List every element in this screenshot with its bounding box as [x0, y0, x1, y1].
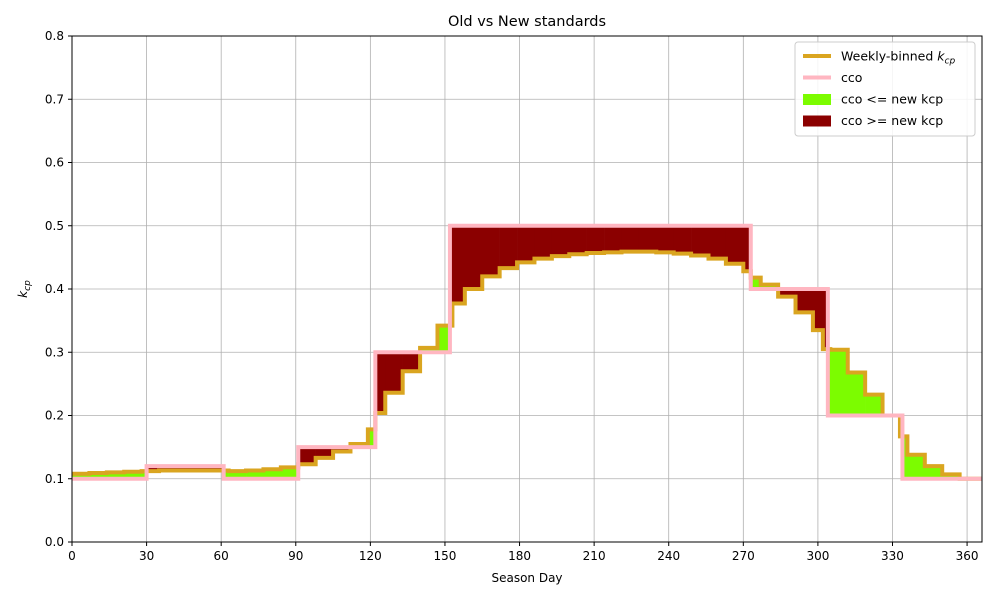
- legend: Weekly-binned kcp cco cco <= new kcp cco >=…: [794, 41, 976, 137]
- fill-cco-ge-new-kcp: [534, 225, 553, 259]
- axis-layer: 0 30 60 90 120 150 180 210 240 270 300 330 360 0.0 0.1…: [45, 29, 983, 563]
- fill-cco-ge-new-kcp: [146, 466, 160, 472]
- fill-cco-le-new-kcp: [89, 473, 108, 479]
- fill-cco-le-new-kcp: [907, 454, 926, 479]
- legend-label-fill_ge: cco >= new kcp: [841, 113, 943, 128]
- y-tick-label: 0.7: [45, 92, 64, 106]
- fill-cco-le-new-kcp: [223, 470, 229, 479]
- x-tick-label: 30: [139, 549, 154, 563]
- fill-cco-le-new-kcp: [924, 466, 943, 479]
- fill-cco-ge-new-kcp: [176, 466, 195, 471]
- fill-cco-le-new-kcp: [847, 372, 866, 416]
- y-tick-label: 0.0: [45, 535, 64, 549]
- fill-cco-le-new-kcp: [942, 474, 960, 479]
- fill-cco-ge-new-kcp: [708, 225, 727, 259]
- fill-cco-le-new-kcp: [280, 467, 299, 479]
- fill-cco-ge-new-kcp: [193, 466, 212, 471]
- fill-cco-ge-new-kcp: [691, 225, 709, 256]
- fill-cco-ge-new-kcp: [795, 289, 814, 313]
- fill-cco-ge-new-kcp: [464, 225, 483, 289]
- fill-cco-ge-new-kcp: [822, 289, 829, 350]
- fill-cco-ge-new-kcp: [569, 225, 587, 255]
- series-line-weekly-binned-kcp: [72, 249, 982, 481]
- fill-cco-le-new-kcp: [437, 325, 451, 353]
- fill-cco-ge-new-kcp: [743, 225, 752, 272]
- fill-cco-ge-new-kcp: [656, 225, 674, 253]
- fill-cco-ge-new-kcp: [499, 225, 518, 269]
- x-tick-label: 300: [806, 549, 829, 563]
- fill-cco-ge-new-kcp: [778, 289, 796, 297]
- legend-label-fill_le: cco <= new kcp: [841, 92, 943, 107]
- fill-cco-le-new-kcp: [106, 472, 125, 479]
- x-tick-label: 180: [508, 549, 531, 563]
- x-tick-label: 210: [583, 549, 606, 563]
- legend-patch-fill_ge: [803, 115, 831, 127]
- x-tick-label: 330: [881, 549, 904, 563]
- fill-cco-le-new-kcp: [141, 471, 147, 479]
- fill-cco-ge-new-kcp: [159, 466, 177, 471]
- legend-label-weekly: Weekly-binned kcp: [841, 49, 955, 67]
- fill-cco-le-new-kcp: [367, 429, 376, 448]
- fill-cco-ge-new-kcp: [315, 447, 334, 458]
- fill-layer: [72, 225, 960, 479]
- y-tick-label: 0.6: [45, 156, 64, 170]
- x-tick-label: 60: [214, 549, 229, 563]
- fill-cco-ge-new-kcp: [333, 447, 351, 452]
- line-layer: [72, 223, 982, 481]
- y-tick-label: 0.5: [45, 219, 64, 233]
- fill-cco-ge-new-kcp: [375, 352, 386, 413]
- fill-cco-le-new-kcp: [420, 347, 438, 353]
- legend-box: [794, 41, 976, 137]
- fill-cco-ge-new-kcp: [621, 225, 640, 252]
- y-tick-label: 0.8: [45, 29, 64, 43]
- legend-label-cco: cco: [841, 70, 862, 85]
- fill-cco-ge-new-kcp: [211, 466, 224, 471]
- x-tick-label: 240: [657, 549, 680, 563]
- legend-patch-fill_le: [803, 94, 831, 105]
- fill-cco-le-new-kcp: [263, 469, 282, 479]
- x-tick-label: 90: [288, 549, 303, 563]
- fill-cco-le-new-kcp: [228, 471, 247, 479]
- fill-cco-ge-new-kcp: [638, 225, 657, 252]
- y-tick-label: 0.2: [45, 409, 64, 423]
- x-tick-label: 150: [433, 549, 456, 563]
- series-line-cco: [72, 223, 982, 481]
- y-tick-label: 0.1: [45, 472, 64, 486]
- fill-cco-le-new-kcp: [760, 284, 779, 289]
- fill-cco-le-new-kcp: [830, 349, 849, 416]
- chart-title: Old vs New standards: [448, 14, 606, 30]
- fill-cco-le-new-kcp: [246, 470, 264, 479]
- x-tick-label: 0: [68, 549, 76, 563]
- y-tick-label: 0.3: [45, 345, 64, 359]
- fill-cco-ge-new-kcp: [482, 225, 500, 277]
- y-tick-label: 0.4: [45, 282, 64, 296]
- fill-cco-ge-new-kcp: [517, 225, 535, 263]
- fill-cco-le-new-kcp: [72, 473, 90, 479]
- fill-cco-ge-new-kcp: [673, 225, 692, 254]
- x-tick-label: 270: [732, 549, 755, 563]
- fill-cco-ge-new-kcp: [586, 225, 605, 253]
- x-tick-label: 120: [359, 549, 382, 563]
- fill-cco-le-new-kcp: [902, 436, 908, 479]
- fill-cco-le-new-kcp: [750, 277, 762, 289]
- fill-cco-ge-new-kcp: [604, 225, 622, 253]
- fill-cco-ge-new-kcp: [725, 225, 744, 264]
- x-axis-label: Season Day: [491, 571, 562, 585]
- fill-cco-ge-new-kcp: [298, 447, 316, 465]
- fill-cco-ge-new-kcp: [452, 225, 466, 304]
- x-tick-label: 360: [956, 549, 979, 563]
- fill-cco-ge-new-kcp: [385, 352, 403, 393]
- fill-cco-ge-new-kcp: [812, 289, 824, 331]
- y-axis-label: kcp: [16, 280, 33, 298]
- fill-cco-ge-new-kcp: [551, 225, 570, 257]
- fill-cco-le-new-kcp: [124, 471, 142, 479]
- fill-cco-ge-new-kcp: [402, 352, 421, 372]
- fill-cco-le-new-kcp: [865, 394, 883, 416]
